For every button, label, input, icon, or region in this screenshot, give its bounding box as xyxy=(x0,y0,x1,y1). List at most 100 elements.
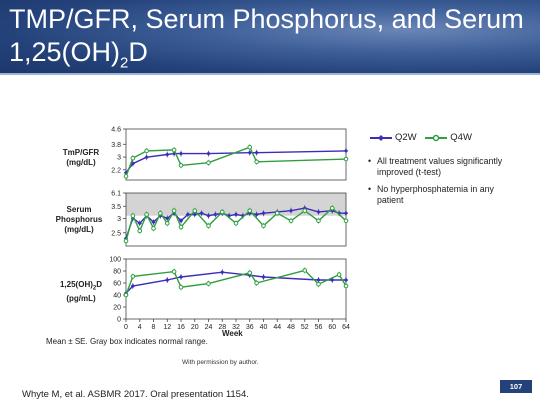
y-tick-label: 2.5 xyxy=(111,230,121,237)
tmp-ylabel-2: (mg/dL) xyxy=(66,158,96,167)
x-tick-label: 24 xyxy=(205,324,213,331)
phos-ylabel-3: (mg/dL) xyxy=(64,225,94,234)
data-point-q4w xyxy=(206,160,211,165)
finding-text: All treatment values significantly impro… xyxy=(377,156,503,177)
data-point-q4w xyxy=(164,220,170,226)
data-point-q4w xyxy=(192,208,198,213)
plot-frame xyxy=(125,258,347,320)
slide-title: TMP/GFR, Serum Phosphorus, and Serum 1,2… xyxy=(9,3,534,72)
vitd-ylabel-2: (pg/mL) xyxy=(66,293,96,303)
data-point-q2w xyxy=(130,161,136,166)
series-line-q2w xyxy=(125,150,347,174)
data-point-q4w xyxy=(123,292,129,298)
legend-item-q4w: Q4W xyxy=(425,132,472,143)
data-point-q4w xyxy=(178,224,184,230)
data-point-q4w xyxy=(343,218,349,224)
header-divider xyxy=(0,73,540,75)
data-point-q2w xyxy=(343,277,349,283)
y-tick-label: 3 xyxy=(117,216,121,223)
data-point-q4w xyxy=(219,209,225,215)
data-point-q2w xyxy=(261,274,266,280)
x-tick-label: 20 xyxy=(191,324,199,331)
data-point-q2w xyxy=(343,210,349,216)
panel-label-phosphorus: Serum Phosphorus (mg/dL) xyxy=(50,205,108,235)
title-line-2-sub: 2 xyxy=(120,54,129,72)
data-point-q4w xyxy=(302,268,308,273)
vitd-ylabel-1-sub: 2 xyxy=(92,285,97,292)
data-point-q2w xyxy=(185,212,191,217)
phos-ylabel-1: Serum xyxy=(66,205,92,214)
data-point-q2w xyxy=(254,212,259,217)
plot-frame xyxy=(125,128,347,181)
legend-item-q2w: Q2W xyxy=(370,132,417,143)
data-point-q2w xyxy=(165,216,170,221)
vitd-ylabel-1-pre: 1,25(OH) xyxy=(59,280,93,289)
series-line-q2w xyxy=(125,271,346,294)
x-tick-label: 40 xyxy=(260,324,268,331)
data-point-q2w xyxy=(343,148,349,154)
legend-swatch-q4w xyxy=(425,134,448,141)
data-point-q2w xyxy=(261,210,266,216)
data-point-q2w xyxy=(226,213,232,218)
data-point-q2w xyxy=(178,274,184,280)
y-tick-label: 100 xyxy=(109,257,121,264)
data-point-q2w xyxy=(233,212,239,217)
x-tick-label: 56 xyxy=(315,324,323,331)
data-point-q4w xyxy=(178,284,184,290)
data-point-q2w xyxy=(178,218,184,223)
data-point-q2w xyxy=(316,209,321,215)
data-point-q4w xyxy=(123,174,129,179)
data-point-q4w xyxy=(247,270,253,276)
vitd-ylabel-1-post: D xyxy=(96,280,103,289)
data-point-q2w xyxy=(178,151,184,156)
data-point-q4w xyxy=(144,212,149,217)
y-tick-label: 40 xyxy=(113,293,121,300)
y-tick-label: 3.8 xyxy=(111,142,121,149)
data-point-q4w xyxy=(206,223,211,229)
data-point-q4w xyxy=(144,148,149,154)
y-tick-label: 3.5 xyxy=(111,204,121,211)
title-line-1: TMP/GFR, Serum Phosphorus, and Serum xyxy=(9,4,524,34)
chart-footnote: Mean ± SE. Gray box indicates normal ran… xyxy=(46,337,208,346)
data-point-q4w xyxy=(343,156,349,162)
data-point-q4w xyxy=(123,238,129,244)
data-point-q2w xyxy=(206,213,211,218)
phos-ylabel-2: Phosphorus xyxy=(55,215,103,224)
finding-item: • All treatment values significantly imp… xyxy=(368,156,518,178)
x-tick-label: 52 xyxy=(301,324,309,331)
y-tick-label: 60 xyxy=(113,281,121,288)
data-point-q4w xyxy=(302,208,308,213)
data-point-q4w xyxy=(336,272,342,277)
x-tick-label: 64 xyxy=(342,324,350,331)
x-tick-label: 4 xyxy=(138,324,142,331)
findings-list: • All treatment values significantly imp… xyxy=(368,156,518,212)
data-point-q4w xyxy=(343,283,349,289)
x-tick-label: 28 xyxy=(218,324,226,331)
y-tick-label: 0 xyxy=(117,317,121,324)
permission-note: With permission by author. xyxy=(182,359,259,366)
legend-label-q2w: Q2W xyxy=(395,132,417,143)
data-point-q2w xyxy=(288,208,294,213)
data-point-q2w xyxy=(137,221,142,226)
x-tick-label: 36 xyxy=(246,324,254,331)
data-point-q2w xyxy=(220,270,225,275)
data-point-q2w xyxy=(213,212,218,217)
data-point-q4w xyxy=(178,163,184,168)
data-point-q4w xyxy=(130,213,136,219)
data-point-q4w xyxy=(316,218,321,224)
data-point-q2w xyxy=(130,283,136,289)
data-point-q4w xyxy=(247,144,253,150)
title-line-2-pre: 1,25(OH) xyxy=(9,37,121,67)
legend-label-q4w: Q4W xyxy=(450,132,472,143)
data-point-q2w xyxy=(199,210,204,216)
data-point-q4w xyxy=(130,274,136,279)
tmp-ylabel-1: TmP/GFR xyxy=(62,148,100,157)
data-point-q4w xyxy=(274,210,280,216)
title-line-2-post: D xyxy=(128,37,148,67)
y-tick-label: 4.6 xyxy=(111,127,121,134)
bullet-icon: • xyxy=(368,184,372,194)
data-point-q2w xyxy=(165,277,170,283)
x-tick-label: 44 xyxy=(273,324,281,331)
data-point-q4w xyxy=(261,223,266,229)
